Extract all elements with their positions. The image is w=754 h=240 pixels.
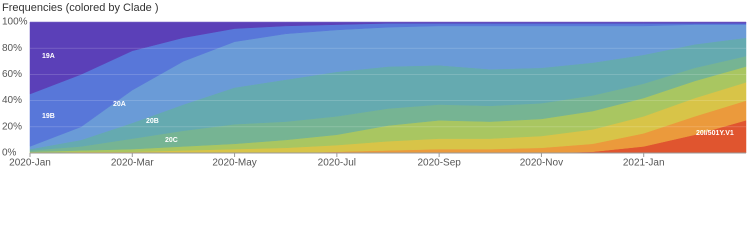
y-tick-label: 60%: [2, 69, 22, 80]
chart: Frequencies (colored by Clade ) 20I/501Y…: [2, 2, 747, 169]
x-tick-label: 2020-Jul: [318, 158, 356, 169]
x-tick-label: 2020-Sep: [417, 158, 461, 169]
x-tick-label: 2020-Mar: [111, 158, 154, 169]
y-tick-label: 20%: [2, 121, 22, 132]
x-tick-label: 2020-Jan: [9, 158, 51, 169]
series-label: 20A: [113, 101, 126, 108]
y-tick-label: 100%: [2, 17, 28, 28]
series-label: 20I/501Y.V1: [696, 130, 734, 137]
series-label: 19A: [42, 53, 55, 60]
series-label: 19B: [42, 113, 55, 120]
series-label: 20C: [165, 137, 178, 144]
chart-title: Frequencies (colored by Clade ): [2, 2, 159, 14]
x-tick-label: 2021-Jan: [623, 158, 665, 169]
y-tick-label: 80%: [2, 43, 22, 54]
y-tick-label: 40%: [2, 95, 22, 106]
axes: 20I/501Y.V1 20C 20B 20A 19B 19A 0% 20% 40% 60% 80%…: [2, 17, 746, 169]
areas: [29, 21, 747, 154]
area-band: [29, 21, 747, 95]
x-tick-label: 2020-May: [212, 158, 256, 169]
series-label: 20B: [146, 118, 159, 125]
y-tick-label: 0%: [2, 148, 17, 159]
x-tick-label: 2020-Nov: [520, 158, 563, 169]
